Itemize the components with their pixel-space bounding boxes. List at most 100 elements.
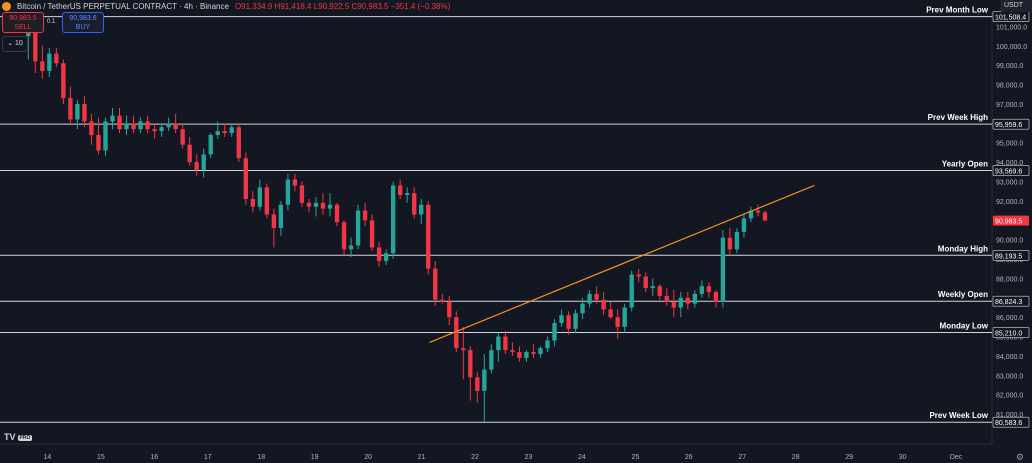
candle-body	[201, 154, 206, 170]
candle-body	[47, 53, 52, 72]
x-tick-label: 20	[364, 454, 372, 461]
y-tick-label: 90,000.0	[996, 238, 1023, 245]
y-tick-label: 84,000.0	[996, 354, 1023, 361]
x-tick-label: 30	[899, 454, 907, 461]
candle-body	[215, 131, 220, 135]
candle-body	[496, 336, 501, 351]
y-tick-label: 82,000.0	[996, 393, 1023, 400]
candle-body	[236, 127, 241, 159]
x-tick-label: 17	[204, 454, 212, 461]
candle-body	[173, 123, 178, 130]
bitcoin-icon	[2, 1, 11, 11]
candle-body	[250, 198, 255, 207]
candle-body	[152, 129, 157, 132]
candle-body	[482, 369, 487, 391]
candle-body	[629, 274, 634, 308]
ohlc-readout: O91,334.9 H91,418.4 L90,922.5 C90,983.5 …	[235, 2, 450, 11]
level-price-tag	[992, 416, 1030, 428]
level-price-tag	[992, 327, 1030, 338]
y-tick-label: 101,000.0	[996, 24, 1027, 31]
level-price-tag	[992, 118, 1030, 130]
x-tick-label: 29	[845, 454, 853, 461]
candle-body	[447, 301, 452, 318]
candle-body	[622, 307, 627, 327]
currency-selector[interactable]: USDT	[1001, 0, 1032, 12]
sell-price: 90,983.5	[9, 15, 37, 22]
candle-body	[327, 204, 333, 209]
x-tick-label: 28	[792, 454, 800, 461]
candle-body	[454, 317, 459, 349]
candle-body	[75, 103, 80, 120]
candle-body	[404, 193, 410, 196]
x-tick-label: 23	[525, 454, 533, 461]
candle-body	[475, 377, 480, 391]
open-value: O91,334.9	[234, 1, 273, 11]
candle-body	[82, 103, 87, 122]
y-tick-label: 92,000.0	[996, 199, 1023, 206]
candle-body	[671, 301, 676, 308]
tradingview-logo: TV PRO	[4, 432, 33, 442]
level-price-label: 80,583.6	[995, 420, 1022, 427]
candle-body	[89, 121, 94, 135]
candle-body	[124, 123, 129, 130]
candle-body	[748, 210, 754, 219]
candle-body	[426, 204, 431, 269]
candle-body	[636, 274, 641, 277]
y-tick-label: 97,000.0	[996, 102, 1023, 109]
candle-body	[138, 121, 143, 130]
candle-body	[433, 268, 438, 300]
candle-body	[412, 193, 417, 215]
settings-gear-icon[interactable]: ⚙	[1015, 452, 1024, 462]
candle-body	[110, 115, 115, 122]
candle-body	[685, 297, 690, 304]
level-price-label: 89,193.5	[995, 253, 1022, 260]
level-label: Yearly Open	[942, 159, 988, 168]
sell-button[interactable]: 90,983.5 SELL	[2, 12, 44, 33]
candle-body	[299, 185, 305, 203]
candle-body	[643, 276, 648, 289]
candle-body	[194, 162, 199, 170]
candle-body	[524, 352, 529, 358]
candle-body	[517, 352, 522, 358]
y-tick-label: 86,000.0	[996, 315, 1023, 322]
candle-body	[229, 127, 234, 134]
candle-body	[727, 237, 733, 250]
candle-body	[552, 323, 557, 341]
level-price-label: 93,569.6	[995, 168, 1022, 175]
candle-body	[278, 204, 284, 229]
buy-button[interactable]: 90,983.6 BUY	[62, 12, 104, 33]
candle-body	[468, 350, 473, 378]
candle-body	[587, 293, 592, 304]
candle-body	[503, 336, 508, 351]
candle-body	[692, 293, 698, 304]
x-tick-label: 14	[44, 454, 52, 461]
x-tick-label: 26	[685, 454, 693, 461]
spread-value: 0.1	[47, 19, 56, 25]
candle-body	[131, 123, 136, 130]
candle-body	[440, 299, 445, 302]
candle-body	[678, 297, 683, 308]
candle-body	[383, 253, 389, 261]
candle-body	[369, 220, 375, 248]
candle-body	[580, 303, 585, 314]
candle-body	[334, 204, 340, 223]
candle-body	[103, 121, 108, 151]
price-axis[interactable]	[992, 0, 1032, 463]
y-tick-label: 81,000.0	[996, 412, 1023, 419]
sell-label: SELL	[14, 24, 32, 31]
indicator-toggle-button[interactable]: ⌄ 10	[2, 36, 28, 52]
x-tick-label: 25	[631, 454, 639, 461]
level-label: Weekly Open	[938, 290, 988, 299]
candle-body	[538, 348, 543, 355]
x-tick-label: 21	[418, 454, 426, 461]
candle-body	[180, 129, 185, 145]
candle-body	[720, 237, 726, 302]
trend-line[interactable]	[429, 184, 815, 343]
y-tick-label: 94,000.0	[996, 160, 1023, 167]
candle-body	[573, 313, 578, 329]
logo-text: TV	[4, 432, 16, 442]
candle-body	[187, 144, 192, 163]
symbol-title[interactable]: Bitcoin / TetherUS PERPETUAL CONTRACT · …	[17, 1, 229, 11]
level-label: Prev Month Low	[926, 6, 989, 15]
